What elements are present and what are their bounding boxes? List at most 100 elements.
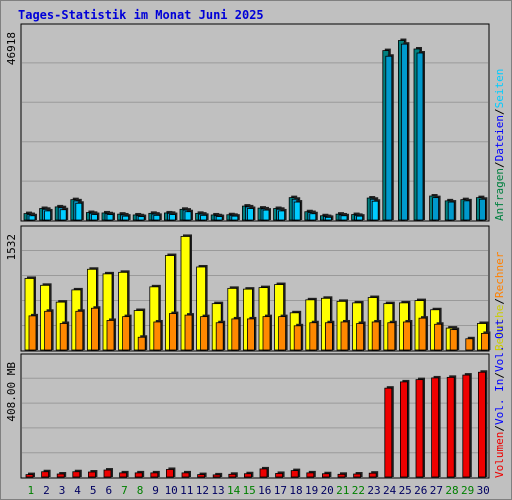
x-axis-day-label: 12 <box>196 484 209 497</box>
volume-bar <box>337 473 346 478</box>
x-axis-day-label: 10 <box>165 484 178 497</box>
x-axis-day-label: 23 <box>367 484 380 497</box>
sites-bar <box>278 316 287 351</box>
pages-bar <box>200 214 208 221</box>
sites-bar <box>480 333 489 351</box>
volume-bar <box>259 468 268 478</box>
volume-bar <box>446 376 455 478</box>
files-bar <box>447 201 455 221</box>
sites-bar <box>28 315 37 351</box>
sites-bar <box>59 323 68 351</box>
sites-bar <box>418 317 427 351</box>
volume-bar <box>275 473 284 478</box>
y-axis-tick-label: 408.00 MB <box>5 362 18 422</box>
volume-bar <box>290 470 299 478</box>
volume-bar <box>165 469 174 478</box>
x-axis-day-label: 17 <box>274 484 287 497</box>
sites-bar <box>106 320 115 351</box>
sites-bar <box>44 310 52 351</box>
x-axis-day-label: 4 <box>74 484 81 497</box>
x-axis-day-label: 18 <box>289 484 302 497</box>
x-axis-day-label: 2 <box>43 484 50 497</box>
legend-entry: Besuche <box>493 305 506 351</box>
volume-bar <box>72 471 81 478</box>
volume-panel-area <box>20 353 490 479</box>
volume-bar <box>306 472 315 478</box>
sites-bar <box>465 338 474 351</box>
legend-separator: / <box>493 425 506 432</box>
x-axis-day-label: 15 <box>243 484 256 497</box>
volume-bar <box>119 472 127 478</box>
legend-entry: Vol. In <box>493 379 506 425</box>
volume-bar <box>321 473 330 478</box>
sites-bar <box>293 325 302 351</box>
sites-bar <box>153 321 162 351</box>
x-axis-day-label: 3 <box>59 484 66 497</box>
pages-bar <box>356 215 364 221</box>
legend-entry: Volumen <box>493 432 506 478</box>
sites-bar <box>356 323 365 351</box>
x-axis-day-label: 28 <box>445 484 458 497</box>
legend-separator: / <box>493 161 506 168</box>
pages-bar <box>106 214 114 221</box>
volume-bar <box>228 473 237 478</box>
pages-bar <box>309 213 317 221</box>
y-axis-tick-label: 1532 <box>5 234 18 261</box>
x-axis-day-label: 27 <box>430 484 443 497</box>
sites-bar <box>168 313 177 351</box>
files-bar <box>416 52 424 221</box>
volume-bar <box>25 474 34 478</box>
files-bar <box>463 200 471 221</box>
volume-bar <box>150 472 159 478</box>
x-axis-day-label: 22 <box>352 484 365 497</box>
legend-entry: Anfragen <box>493 168 506 221</box>
legend-separator: / <box>493 372 506 379</box>
legend-entry: Seiten <box>493 69 506 109</box>
sites-bar <box>387 322 396 351</box>
volume-bar <box>353 473 362 478</box>
x-axis-day-label: 9 <box>152 484 159 497</box>
volume-bar <box>134 472 143 478</box>
volume-bar <box>384 387 393 478</box>
volume-bar <box>462 374 471 478</box>
pages-bar <box>215 216 223 221</box>
legend-separator: / <box>493 108 506 115</box>
files-bar <box>432 197 440 221</box>
right-legend: Besuche/Rechner <box>493 251 506 351</box>
x-axis-day-label: 30 <box>477 484 490 497</box>
pages-bar <box>59 209 67 221</box>
volume-bar <box>477 371 486 478</box>
legend-entry: Dateien <box>493 115 506 161</box>
legend-separator: / <box>493 298 506 305</box>
pages-bar <box>184 211 192 221</box>
sites-bar <box>434 323 443 351</box>
pages-bar <box>91 214 98 221</box>
sites-bar <box>449 329 458 351</box>
sites-bar <box>75 310 84 351</box>
volume-bar <box>41 471 49 478</box>
sites-bar <box>246 318 255 351</box>
volume-bar <box>197 474 206 478</box>
x-axis-day-label: 1 <box>27 484 34 497</box>
chart-title: Tages-Statistik im Monat Juni 2025 <box>18 8 264 22</box>
sites-bar <box>371 321 380 351</box>
x-axis-day-label: 14 <box>227 484 241 497</box>
pages-bar <box>278 210 286 221</box>
volume-bar <box>431 377 440 478</box>
sites-bar <box>215 322 224 351</box>
sites-bar <box>122 316 130 351</box>
files-bar <box>400 43 408 221</box>
sites-bar <box>340 321 349 351</box>
x-axis-day-label: 24 <box>383 484 397 497</box>
right-legend: Volumen/Vol. In/Vol. Out <box>493 319 506 478</box>
sites-bar <box>200 316 209 351</box>
pages-bar <box>246 208 254 221</box>
volume-bar <box>368 472 377 478</box>
sites-bar <box>91 307 99 351</box>
pages-bar <box>168 214 176 221</box>
right-legend: Anfragen/Dateien/Seiten <box>493 69 506 221</box>
pages-bar <box>44 210 51 221</box>
volume-bar <box>243 473 252 478</box>
files-bar <box>478 198 486 221</box>
sites-bar <box>309 322 318 351</box>
